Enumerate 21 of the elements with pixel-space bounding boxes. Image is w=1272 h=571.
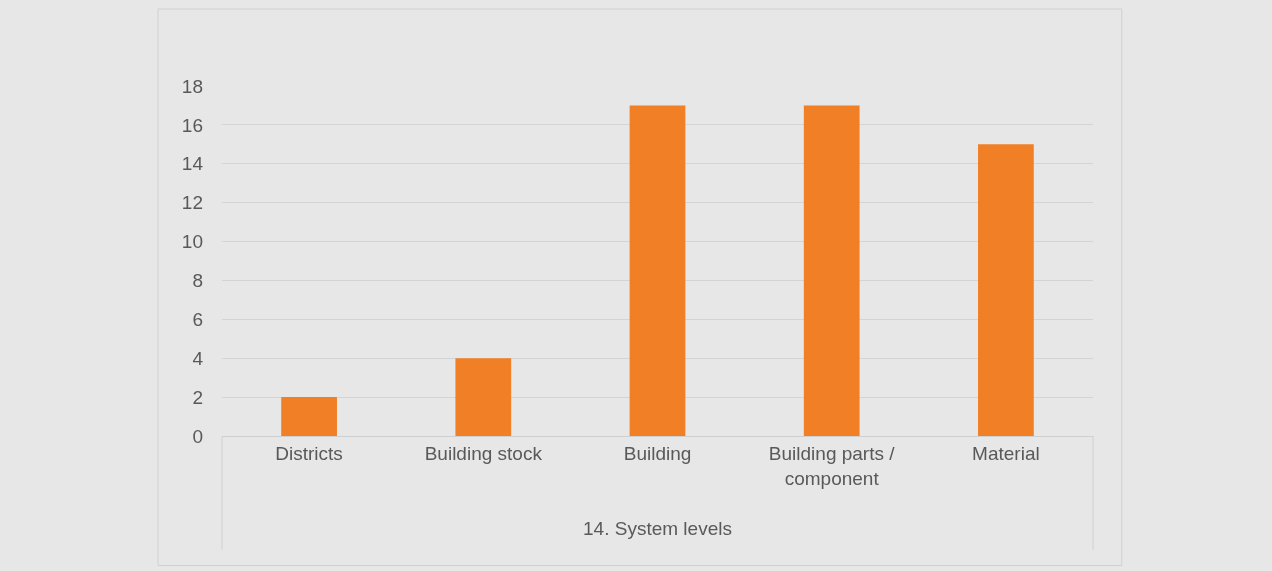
bar: [803, 105, 860, 436]
y-tick-label: 0: [192, 425, 203, 447]
y-tick-label: 2: [192, 386, 203, 408]
y-tick-label: 6: [192, 308, 203, 330]
bar: [281, 397, 337, 436]
x-tick-label: Material: [972, 442, 1040, 464]
y-tick-label: 8: [192, 270, 203, 292]
y-tick-label: 18: [181, 75, 203, 97]
y-tick-label: 10: [181, 231, 203, 253]
x-tick-label: Building stock: [424, 442, 543, 464]
x-axis-title: 14. System levels: [583, 518, 732, 540]
y-tick-label: 4: [192, 347, 204, 369]
y-tick-label: 12: [181, 192, 203, 214]
x-tick-label: Building parts / component: [768, 442, 896, 489]
y-tick-label: 14: [181, 153, 204, 175]
x-tick-label: Districts: [275, 442, 343, 464]
bar: [978, 144, 1034, 436]
y-tick-label: 16: [181, 114, 203, 136]
bar: [455, 358, 512, 436]
bar: [629, 105, 686, 436]
x-tick-label: Building: [623, 442, 692, 464]
